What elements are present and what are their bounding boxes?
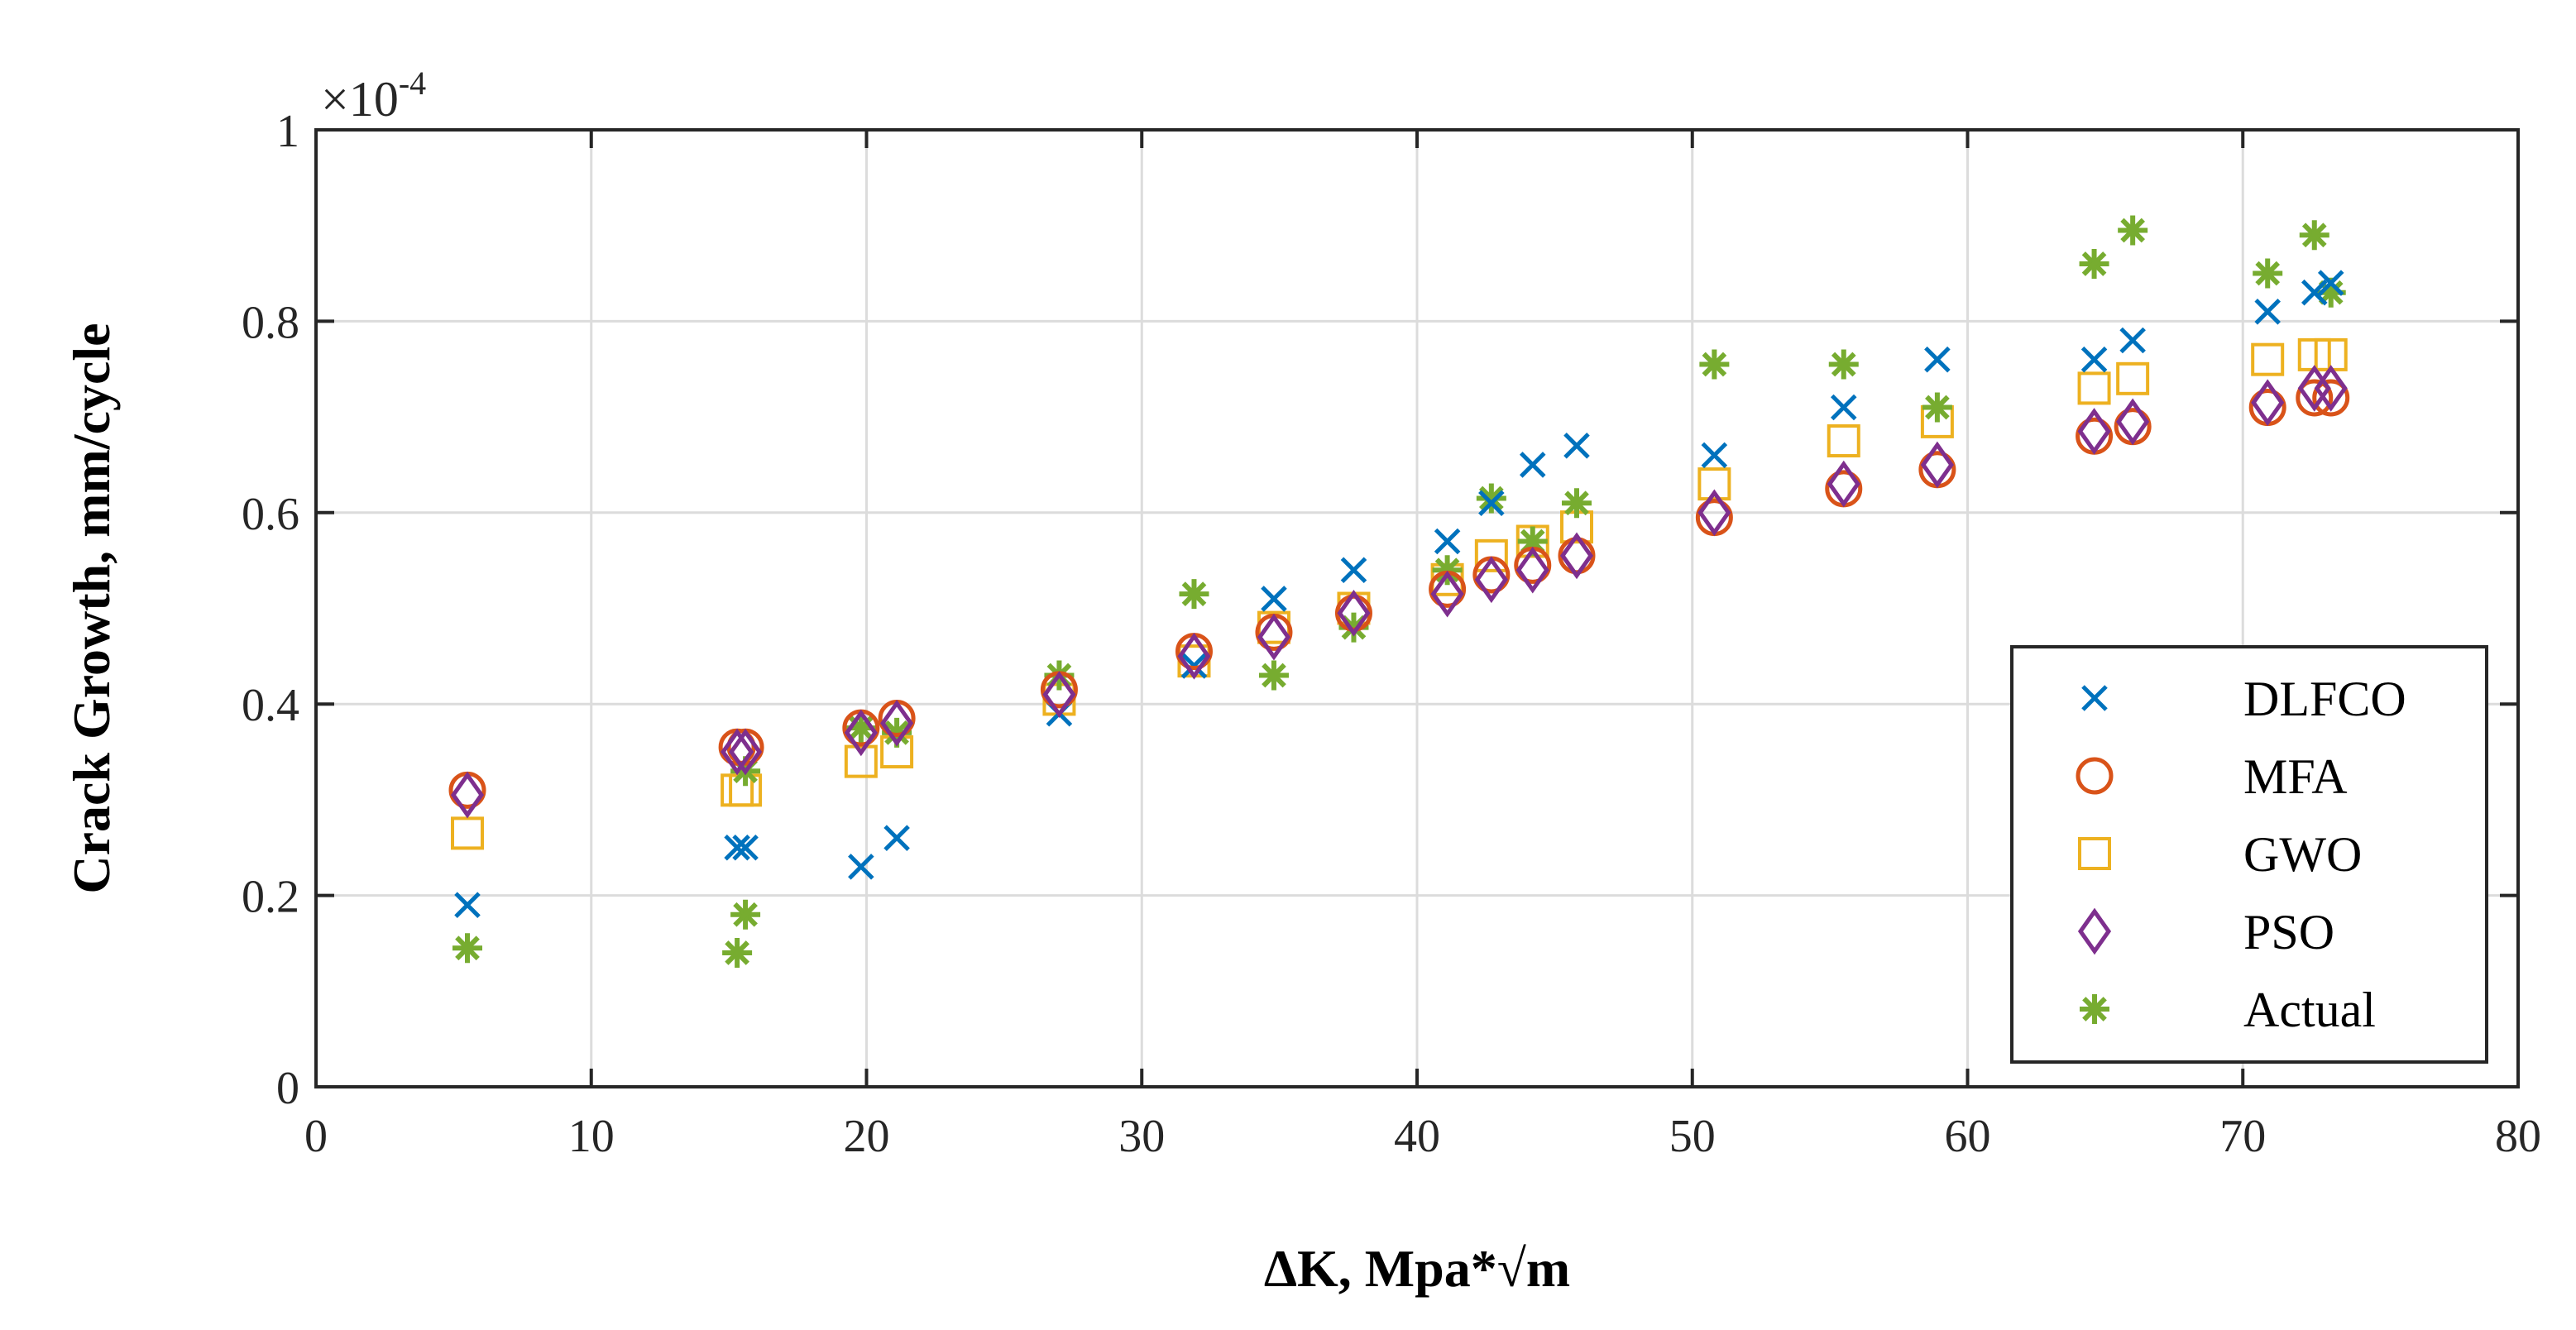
x-tick-label: 0 [304,1111,328,1162]
data-point-dlfco [1830,394,1857,421]
data-point-actual [1922,392,1952,423]
legend: DLFCO MFA GWO PSO Actual [2010,645,2488,1064]
data-point-gwo [2116,361,2150,395]
x-tick-label: 70 [2219,1111,2266,1162]
y-scale-exponent: -4 [399,65,426,102]
x-tick-label: 60 [1945,1111,1991,1162]
data-point-dlfco [2080,346,2108,373]
data-point-dlfco [732,834,759,861]
data-point-pso [1177,633,1211,680]
data-point-pso [450,771,485,819]
data-point-mfa [2312,379,2350,417]
y-scale-base: ×10 [321,72,399,127]
x-tick-label: 40 [1394,1111,1440,1162]
data-point-pso [1559,532,1594,580]
data-point-pso [1827,460,1860,508]
legend-label-dlfco: DLFCO [2243,672,2406,726]
data-point-gwo [2077,371,2111,405]
data-point-pso [1257,613,1291,661]
legend-marker-pso [2077,907,2112,955]
data-point-actual [452,933,483,964]
data-point-dlfco [1563,433,1590,459]
legend-marker-actual [2080,994,2109,1024]
y-tick-label: 0.8 [242,297,299,348]
data-point-dlfco [1180,653,1208,679]
data-point-actual [1476,483,1506,514]
data-point-dlfco [1434,528,1461,555]
data-point-pso [844,709,878,757]
grid [316,130,2518,1087]
data-point-dlfco [2254,299,2281,325]
data-point-dlfco [1478,490,1505,516]
data-point-gwo [1827,424,1860,458]
data-point-actual [1828,349,1859,380]
data-point-pso [1920,441,1954,489]
data-point-pso [1042,671,1076,718]
data-point-pso [2077,408,2111,455]
y-axis-title: Crack Growth, mm/cycle [62,323,121,893]
data-point-mfa [2296,379,2334,417]
data-point-pso [2116,398,2150,446]
data-point-actual [2079,248,2109,279]
data-point-pso [721,728,754,776]
data-point-gwo [1474,538,1508,572]
data-point-gwo [2251,342,2285,376]
data-point-actual [1699,349,1730,380]
x-axis-title: ΔK, Mpa*√m [1264,1239,1570,1298]
data-point-dlfco [1519,452,1546,478]
data-point-dlfco [454,892,481,918]
legend-box [2010,645,2488,1064]
legend-label-gwo: GWO [2243,827,2362,882]
y-tick-label: 1 [276,106,299,157]
legend-marker-gwo [2078,837,2111,870]
data-point-actual [722,938,753,969]
data-point-actual [1179,579,1209,610]
data-point-actual [730,899,761,930]
legend-label-pso: PSO [2243,905,2334,959]
legend-label-actual: Actual [2243,983,2376,1037]
y-tick-label: 0.6 [242,489,299,540]
data-point-pso [1430,570,1464,618]
data-point-pso [1697,489,1731,537]
data-point-pso [729,728,763,776]
data-point-actual [1258,660,1289,691]
data-point-pso [2314,365,2348,412]
data-point-dlfco [2317,270,2344,296]
data-points [448,215,2350,969]
data-point-actual [2118,215,2148,246]
data-point-actual [1561,488,1592,519]
data-point-dlfco [2301,279,2328,306]
data-point-dlfco [724,834,750,861]
data-point-pso [1337,589,1371,637]
data-point-dlfco [1261,586,1287,612]
data-point-dlfco [848,854,874,880]
x-tick-label: 20 [844,1111,890,1162]
data-point-pso [1515,546,1549,594]
ticks: 0 10 20 30 40 50 60 70 80 0 0.2 0.4 0.6 0.8 1 [242,106,2541,1162]
data-point-actual [2299,220,2329,251]
legend-marker-dlfco [2081,685,2108,711]
y-tick-label: 0.2 [242,872,299,923]
x-tick-label: 50 [1669,1111,1716,1162]
y-axis-scale-factor: ×10-4 [321,65,426,127]
data-point-dlfco [2119,327,2146,354]
data-point-pso [2251,379,2285,427]
y-tick-label: 0.4 [242,680,299,731]
data-point-dlfco [1701,442,1728,469]
data-point-pso [880,700,914,747]
data-point-dlfco [1924,346,1951,373]
legend-label-mfa: MFA [2243,749,2348,804]
x-tick-label: 30 [1118,1111,1165,1162]
legend-marker-mfa [2076,757,2114,795]
data-point-actual [1432,555,1463,586]
data-point-dlfco [1340,557,1367,583]
y-tick-label: 0 [276,1063,299,1114]
data-point-actual [2253,258,2283,289]
data-point-pso [1474,556,1508,604]
x-tick-label: 10 [568,1111,615,1162]
data-point-dlfco [883,825,910,851]
x-tick-label: 80 [2495,1111,2541,1162]
